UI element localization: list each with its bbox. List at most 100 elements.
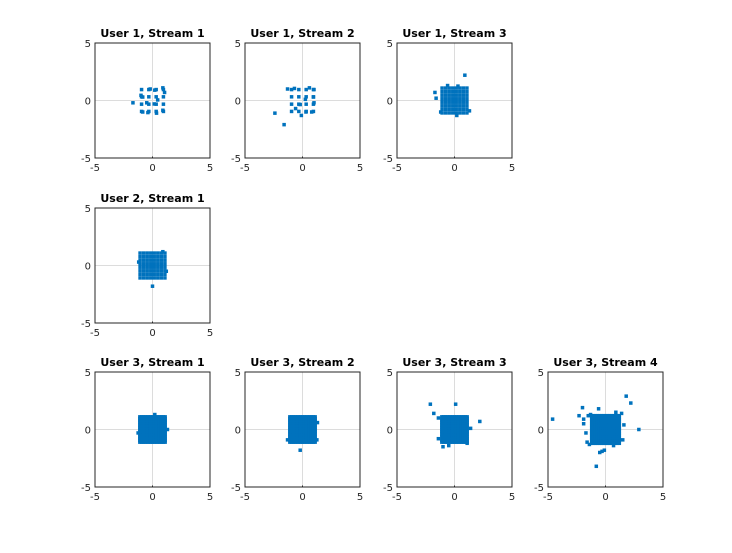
scatter-point — [458, 89, 462, 94]
scatter-point — [599, 433, 604, 438]
scatter-point — [299, 113, 304, 118]
scatter-point — [291, 416, 296, 421]
scatter-point — [617, 427, 622, 432]
scatter-point — [157, 422, 162, 426]
scatter-point — [306, 420, 310, 425]
scatter-point — [141, 424, 146, 428]
scatter-point — [601, 415, 606, 420]
scatter-point — [293, 429, 298, 434]
scatter-point — [465, 441, 469, 446]
scatter-point — [603, 437, 608, 442]
scatter-point — [465, 415, 469, 419]
scatter-point — [458, 107, 462, 112]
scatter-point — [161, 102, 166, 106]
scatter-point — [291, 424, 296, 428]
scatter-point — [450, 440, 455, 444]
scatter-point — [593, 441, 598, 446]
scatter-point — [452, 415, 457, 419]
scatter-point — [148, 416, 153, 421]
scatter-point — [445, 440, 450, 444]
scatter-point — [313, 434, 317, 439]
scatter-point — [162, 90, 167, 95]
scatter-point — [591, 417, 596, 422]
scatter-point — [617, 437, 622, 442]
scatter-point — [577, 413, 581, 418]
scatter-point — [138, 427, 142, 432]
x-tick-label: -5 — [90, 328, 100, 339]
scatter-point — [157, 420, 162, 425]
scatter-point — [161, 433, 166, 437]
scatter-point — [152, 272, 156, 277]
scatter-point — [465, 429, 469, 434]
scatter-point — [609, 427, 614, 432]
y-tick-label: 5 — [85, 204, 91, 215]
x-tick-label: -5 — [392, 163, 402, 174]
scatter-point — [584, 431, 588, 435]
scatter-point — [313, 427, 317, 432]
scatter-point — [588, 412, 593, 417]
scatter-point — [150, 422, 155, 426]
scatter-point — [440, 97, 444, 101]
scatter-point — [597, 413, 602, 418]
scatter-point — [595, 421, 600, 426]
scatter-point — [611, 435, 616, 440]
scatter-point — [447, 86, 451, 90]
scatter-point — [138, 434, 142, 439]
scatter-point — [595, 425, 600, 430]
scatter-point — [436, 416, 441, 420]
scatter-point — [465, 434, 469, 439]
scatter-point — [156, 427, 160, 432]
x-tick-label: 5 — [357, 492, 363, 503]
scatter-point — [599, 439, 604, 444]
scatter-point — [292, 86, 297, 91]
scatter-point — [463, 422, 468, 426]
scatter-point — [450, 436, 455, 441]
scatter-point — [447, 436, 451, 441]
scatter-point — [304, 422, 308, 426]
scatter-point — [450, 434, 455, 439]
scatter-point — [288, 424, 292, 428]
scatter-point — [161, 440, 166, 444]
scatter-point — [138, 436, 142, 441]
scatter-point — [304, 440, 308, 444]
scatter-point — [163, 427, 167, 432]
scatter-point — [603, 427, 608, 432]
scatter-point — [589, 421, 594, 426]
scatter-point — [452, 424, 457, 428]
scatter-point — [298, 427, 303, 432]
y-tick-label: -5 — [231, 483, 241, 494]
scatter-point — [597, 421, 602, 426]
scatter-point — [293, 433, 298, 437]
scatter-point — [152, 102, 156, 106]
scatter-point — [138, 440, 142, 444]
scatter-point — [456, 424, 460, 428]
scatter-point — [613, 427, 618, 432]
scatter-point — [447, 420, 451, 425]
scatter-point — [295, 436, 299, 441]
scatter-point — [311, 95, 316, 99]
scatter-point — [443, 427, 448, 432]
scatter-point — [599, 421, 604, 426]
scatter-point — [597, 415, 602, 420]
scatter-point — [603, 431, 608, 436]
scatter-point — [440, 104, 444, 108]
scatter-point — [152, 269, 156, 273]
scatter-point — [138, 251, 142, 255]
scatter-point — [611, 419, 616, 424]
scatter-point — [139, 87, 144, 92]
scatter-point — [605, 417, 610, 422]
scatter-point — [313, 420, 317, 425]
scatter-point — [155, 98, 160, 102]
x-tick-label: 5 — [357, 163, 363, 174]
scatter-point — [459, 424, 464, 428]
scatter-point — [450, 424, 455, 428]
scatter-point — [307, 434, 312, 439]
scatter-point — [146, 110, 150, 115]
scatter-point — [154, 415, 158, 419]
scatter-point — [615, 423, 620, 428]
scatter-point — [440, 424, 444, 428]
scatter-point — [304, 110, 308, 114]
scatter-point — [311, 427, 316, 432]
scatter-point — [456, 429, 460, 434]
scatter-point — [461, 86, 466, 90]
